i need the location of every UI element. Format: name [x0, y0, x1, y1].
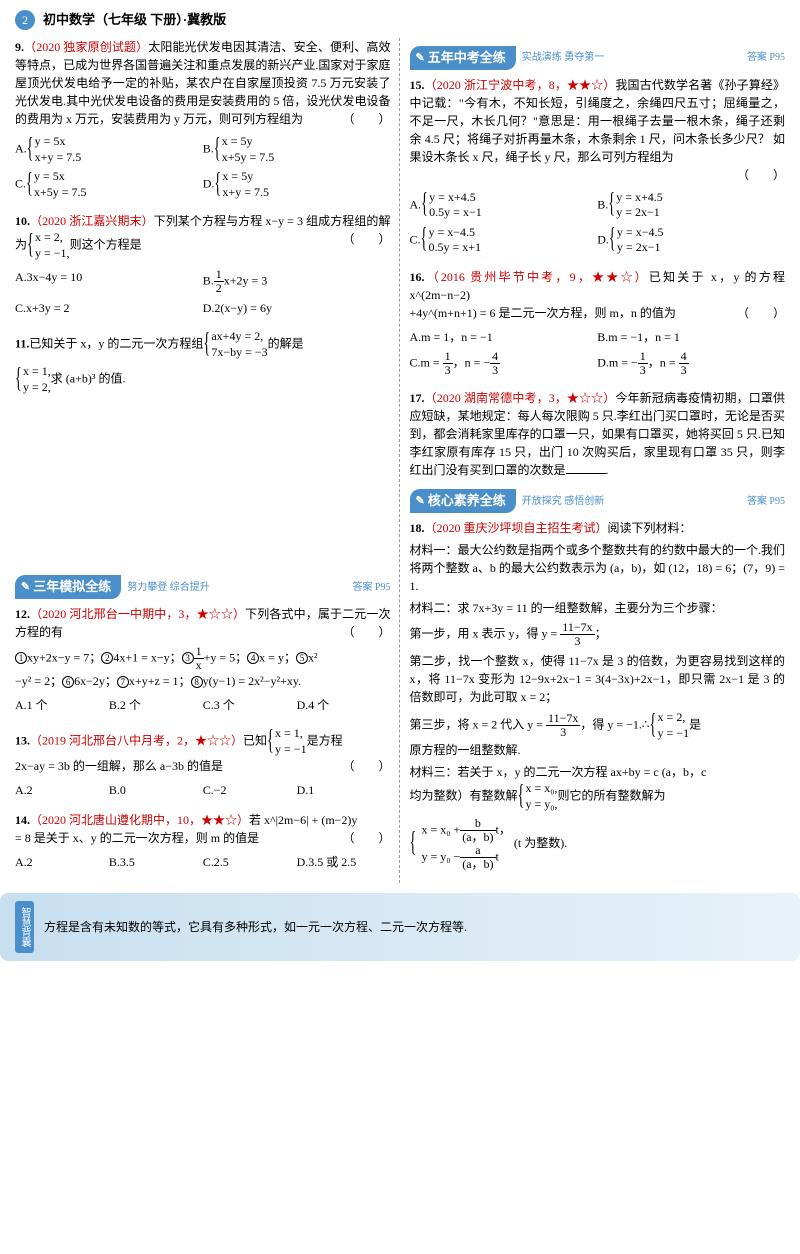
q14-source: （2020 河北唐山遵化期中，10，★★☆） — [30, 813, 249, 827]
page-header: 2 初中数学（七年级 下册）·冀教版 — [15, 10, 785, 30]
question-14: 14.（2020 河北唐山遵化期中，10，★★☆）若 x^|2m−6| + (m… — [15, 811, 391, 873]
q17-source: （2020 湖南常德中考，3，★☆☆） — [425, 391, 616, 405]
book-title: 初中数学（七年级 下册）·冀教版 — [43, 10, 226, 30]
question-17: 17.（2020 湖南常德中考，3，★☆☆）今年新冠病毒疫情初期，口罩供应短缺，… — [410, 389, 786, 479]
question-15: 15.（2020 浙江宁波中考，8，★★☆）我国古代数学名著《孙子算经》中记载：… — [410, 76, 786, 258]
q13-opt-b: B.0 — [109, 779, 203, 801]
q17-blank — [566, 473, 606, 474]
q13-opt-a: A.2 — [15, 779, 109, 801]
q9-opt-c: C.y = 5xx+5y = 7.5 — [15, 167, 203, 202]
q10-opt-c: C.x+3y = 2 — [15, 297, 203, 319]
q10-opt-d: D.2(x−y) = 6y — [203, 297, 391, 319]
q12-opt-c: C.3 个 — [203, 694, 297, 716]
q15-opt-c: C.y = x−4.50.5y = x+1 — [410, 223, 598, 258]
q14-opt-c: C.2.5 — [203, 851, 297, 873]
q12-source: （2020 河北邢台一中期中，3，★☆☆） — [30, 607, 245, 621]
section-3year: 三年模拟全练 努力攀登 综合提升 答案 P95 — [15, 575, 391, 599]
footer-text: 方程是含有未知数的等式，它具有多种形式，如一元一次方程、二元一次方程等. — [44, 918, 467, 936]
q18-source: （2020 重庆沙坪坝自主招生考试） — [425, 521, 608, 535]
section-core: 核心素养全练 开放探究 感悟创新 答案 P95 — [410, 489, 786, 513]
q12-opt-b: B.2 个 — [109, 694, 203, 716]
q12-opt-d: D.4 个 — [297, 694, 391, 716]
section-5year: 五年中考全练 实战演练 勇夺第一 答案 P95 — [410, 46, 786, 70]
q16-opt-c: C.m = 13，n = −43 — [410, 348, 598, 379]
section-badge: 核心素养全练 — [410, 489, 516, 513]
q16-opt-b: B.m = −1，n = 1 — [597, 326, 785, 348]
question-18: 18.（2020 重庆沙坪坝自主招生考试）阅读下列材料： 材料一：最大公约数是指… — [410, 519, 786, 872]
question-16: 16.（2016 贵州毕节中考，9，★★☆）已知关于 x，y 的方程 x^(2m… — [410, 268, 786, 379]
q16-opt-a: A.m = 1，n = −1 — [410, 326, 598, 348]
q9-opt-a: A.y = 5xx+y = 7.5 — [15, 132, 203, 167]
q15-source: （2020 浙江宁波中考，8，★★☆） — [425, 78, 616, 92]
q15-opt-d: D.y = x−4.5y = 2x−1 — [597, 223, 785, 258]
q14-opt-a: A.2 — [15, 851, 109, 873]
question-11: 11.已知关于 x，y 的二元一次方程组ax+4y = 2,7x−by = −3… — [15, 329, 391, 565]
q9-source: （2020 独家原创试题） — [24, 40, 148, 54]
q16-source: （2016 贵州毕节中考，9，★★☆） — [425, 270, 649, 284]
q10-opt-b: B.12x+2y = 3 — [203, 266, 391, 297]
section-badge: 五年中考全练 — [410, 46, 516, 70]
page-number: 2 — [15, 10, 35, 30]
q10-opt-a: A.3x−4y = 10 — [15, 266, 203, 297]
q14-opt-d: D.3.5 或 2.5 — [297, 851, 391, 873]
q9-opt-b: B.x = 5yx+5y = 7.5 — [203, 132, 391, 167]
question-13: 13.（2019 河北邢台八中月考，2，★☆☆）已知x = 1,y = −1是方… — [15, 726, 391, 801]
question-9: 9.（2020 独家原创试题）太阳能光伏发电因其清洁、安全、便利、高效等特点，已… — [15, 38, 391, 202]
q15-opt-a: A.y = x+4.50.5y = x−1 — [410, 188, 598, 223]
question-12: 12.（2020 河北邢台一中期中，3，★☆☆）下列各式中，属于二元一次方程的有… — [15, 605, 391, 716]
q16-opt-d: D.m = −13，n = 43 — [597, 348, 785, 379]
question-10: 10.（2020 浙江嘉兴期末）下列某个方程与方程 x−y = 3 组成方程组的… — [15, 212, 391, 319]
section-badge: 三年模拟全练 — [15, 575, 121, 599]
footer: 智慧背囊 方程是含有未知数的等式，它具有多种形式，如一元一次方程、二元一次方程等… — [0, 893, 800, 961]
q13-opt-d: D.1 — [297, 779, 391, 801]
q15-opt-b: B.y = x+4.5y = 2x−1 — [597, 188, 785, 223]
q12-opt-a: A.1 个 — [15, 694, 109, 716]
footer-tab: 智慧背囊 — [15, 901, 34, 953]
q13-opt-c: C.−2 — [203, 779, 297, 801]
q13-source: （2019 河北邢台八中月考，2，★☆☆） — [30, 734, 243, 748]
q14-opt-b: B.3.5 — [109, 851, 203, 873]
q10-source: （2020 浙江嘉兴期末） — [30, 214, 154, 228]
q9-opt-d: D.x = 5yx+y = 7.5 — [203, 167, 391, 202]
